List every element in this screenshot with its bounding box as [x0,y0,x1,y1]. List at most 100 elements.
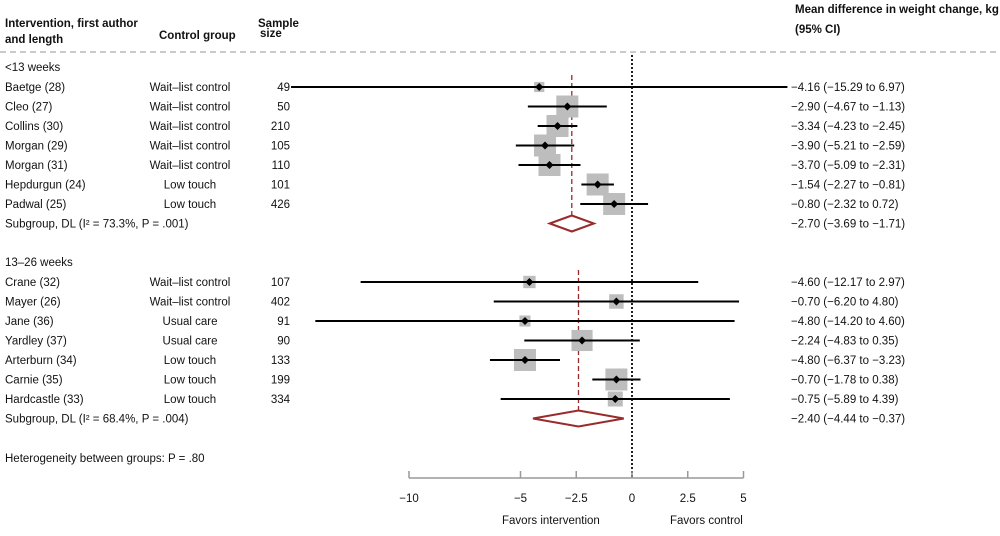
point-estimate [520,356,529,364]
study-name: Crane (32) [5,277,60,289]
study-name: Mayer (26) [5,297,61,309]
point-estimate [593,180,602,189]
control-group: Low touch [164,355,216,367]
ci-text: −4.16 (−15.29 to 6.97) [791,82,905,94]
study-name: Yardley (37) [5,336,67,348]
ci-text: −4.80 (−6.37 to −3.23) [791,355,905,367]
study-row: Hardcastle (33) Low touch 334 −0.75 (−5.89 … [5,391,899,407]
ci-text: −0.70 (−1.78 to 0.38) [791,375,899,387]
sample-size: 402 [271,297,290,309]
x-tick-label: −5 [514,493,527,505]
study-row: Arterburn (34) Low touch 133 −4.80 (−6.37 t… [5,349,905,371]
ci-text: −0.70 (−6.20 to 4.80) [791,297,899,309]
control-group: Low touch [164,199,216,211]
control-group: Wait–list control [150,297,231,309]
study-name: Jane (36) [5,316,54,328]
control-group: Wait–list control [150,82,231,94]
favors-intervention-label: Favors intervention [502,515,600,527]
study-row: Padwal (25) Low touch 426 −0.80 (−2.32 to 0… [5,193,899,215]
sample-size: 91 [277,316,290,328]
control-group: Usual care [163,336,218,348]
sample-size: 199 [271,375,290,387]
point-estimate [541,141,550,150]
summary-diamond [546,214,597,233]
sample-size: 133 [271,355,290,367]
x-tick-label: 0 [629,493,635,505]
ci-text: −4.80 (−14.20 to 4.60) [791,316,905,328]
sample-size: 107 [271,277,290,289]
control-group: Wait–list control [150,277,231,289]
study-name: Cleo (27) [5,102,52,114]
control-group: Low touch [164,394,216,406]
control-group: Low touch [164,375,216,387]
ci-text: −4.60 (−12.17 to 2.97) [791,277,905,289]
point-estimate [520,317,529,325]
sample-size: 101 [271,180,290,192]
sample-size: 50 [277,102,290,114]
group-label: <13 weeks [5,62,61,74]
control-group: Wait–list control [150,102,231,114]
point-estimate [525,278,534,286]
point-estimate [553,122,562,130]
header-effect: Mean difference in weight change, kg [795,4,999,16]
ci-text: −0.80 (−2.32 to 0.72) [791,199,899,211]
subgroup-ci-text: −2.40 (−4.44 to −0.37) [791,414,905,426]
study-name: Hepdurgun (24) [5,180,86,192]
subgroup-summary-row: Subgroup, DL (I² = 68.4%, P = .004) −2.40… [5,409,905,428]
ci-text: −3.70 (−5.09 to −2.31) [791,160,905,172]
summary-diamond [532,409,624,428]
point-estimate [612,375,621,384]
study-row: Mayer (26) Wait–list control 402 −0.70 (−6.… [5,294,899,309]
subgroup-label: Subgroup, DL (I² = 68.4%, P = .004) [5,414,189,426]
subgroup-summary-row: Subgroup, DL (I² = 73.3%, P = .001) −2.70… [5,214,905,233]
subgroup-label: Subgroup, DL (I² = 73.3%, P = .001) [5,219,189,231]
sample-size: 105 [271,141,290,153]
point-estimate [563,102,572,111]
subgroup-ci-text: −2.70 (−3.69 to −1.71) [791,219,905,231]
study-row: Hepdurgun (24) Low touch 101 −1.54 (−2.27 t… [5,173,905,196]
control-group: Wait–list control [150,121,231,133]
study-row: Morgan (31) Wait–list control 110 −3.70 (−5… [5,154,905,176]
control-group: Low touch [164,180,216,192]
header-control: Control group [159,30,236,42]
study-row: Jane (36) Usual care 91 −4.80 (−14.20 to 4.… [5,315,905,328]
study-name: Hardcastle (33) [5,394,84,406]
header-sample: Sample [258,18,299,30]
study-row: Crane (32) Wait–list control 107 −4.60 (−12… [5,275,905,289]
sample-size: 426 [271,199,290,211]
sample-size: 334 [271,394,291,406]
header-study-2: and length [5,34,63,46]
x-tick-label: 2.5 [680,493,696,505]
header-sample-2: size [260,28,282,40]
ci-text: −2.90 (−4.67 to −1.13) [791,102,905,114]
point-estimate [535,83,544,91]
point-estimate [610,200,619,208]
point-estimate [578,336,587,345]
control-group: Usual care [163,316,218,328]
sample-size: 49 [277,82,290,94]
group-label: 13–26 weeks [5,257,73,269]
x-tick-label: −10 [399,493,419,505]
x-tick-label: 5 [740,493,746,505]
study-name: Baetge (28) [5,82,65,94]
study-row: Morgan (29) Wait–list control 105 −3.90 (−5… [5,134,905,157]
point-estimate [611,395,620,403]
study-name: Morgan (29) [5,141,68,153]
study-name: Morgan (31) [5,160,68,172]
study-name: Carnie (35) [5,375,63,387]
study-name: Arterburn (34) [5,355,77,367]
x-tick-label: −2.5 [565,493,588,505]
header-study: Intervention, first author [5,18,138,30]
study-row: Cleo (27) Wait–list control 50 −2.90 (−4.67… [5,95,905,118]
ci-text: −2.24 (−4.83 to 0.35) [791,336,899,348]
heterogeneity-text: Heterogeneity between groups: P = .80 [5,453,205,465]
header-effect-2: (95% CI) [795,24,841,36]
control-group: Wait–list control [150,141,231,153]
ci-text: −1.54 (−2.27 to −0.81) [791,180,905,192]
sample-size: 90 [277,336,290,348]
study-name: Collins (30) [5,121,63,133]
ci-text: −3.90 (−5.21 to −2.59) [791,141,905,153]
sample-size: 110 [272,160,290,172]
control-group: Wait–list control [150,160,231,172]
